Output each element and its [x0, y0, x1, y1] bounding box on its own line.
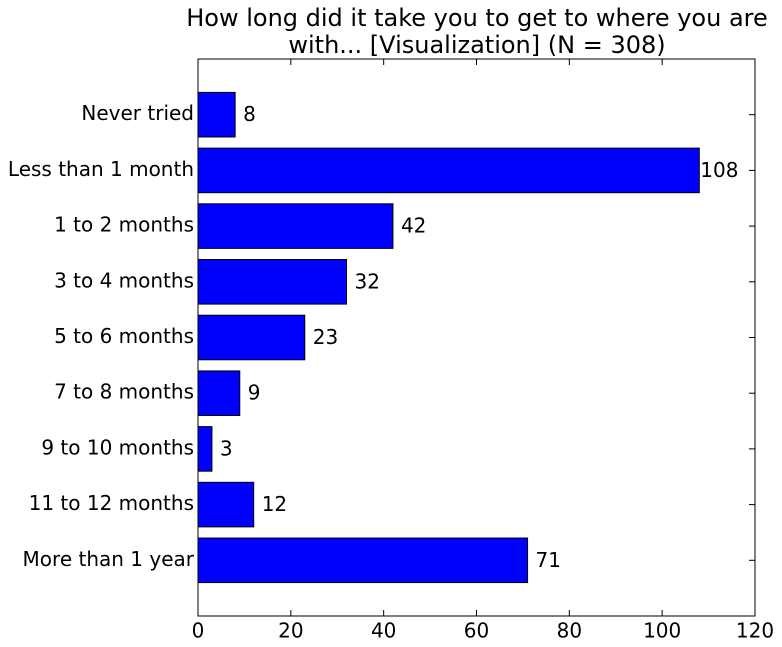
value-label: 23: [313, 325, 338, 349]
x-tick-label: 40: [371, 619, 396, 643]
plot-frame: [197, 58, 756, 617]
bar: [197, 370, 241, 416]
y-tick-label: 9 to 10 months: [41, 435, 194, 459]
bar: [197, 537, 529, 584]
bar: [197, 259, 348, 305]
y-tick-label: More than 1 year: [23, 547, 195, 571]
x-tick-label: 0: [192, 619, 205, 643]
value-label: 42: [401, 214, 426, 238]
y-tick-label: Less than 1 month: [8, 157, 194, 181]
y-tick-label: 11 to 12 months: [29, 491, 194, 515]
x-tick-label: 100: [643, 619, 681, 643]
bar: [197, 314, 306, 361]
bar: [197, 426, 213, 472]
chart-title: with... [Visualization] (N = 308): [288, 31, 665, 59]
chart-title: How long did it take you to get to where…: [186, 4, 768, 32]
value-label: 3: [220, 436, 233, 460]
value-label: 12: [262, 492, 287, 516]
y-tick-label: 1 to 2 months: [54, 213, 194, 237]
y-tick-label: 7 to 8 months: [54, 380, 194, 404]
y-tick-label: 5 to 6 months: [54, 324, 194, 348]
bar: [197, 481, 255, 528]
bar: [197, 203, 394, 249]
y-tick-label: Never tried: [81, 101, 194, 125]
value-label: 108: [700, 158, 738, 182]
value-label: 9: [248, 381, 261, 405]
x-tick-label: 20: [278, 619, 303, 643]
y-tick-label: 3 to 4 months: [54, 268, 194, 292]
bar: [197, 147, 700, 194]
x-tick-label: 80: [557, 619, 582, 643]
x-tick-label: 120: [736, 619, 774, 643]
value-label: 8: [243, 102, 256, 126]
value-label: 71: [536, 548, 561, 572]
x-tick-label: 60: [464, 619, 489, 643]
value-label: 32: [355, 269, 380, 293]
bar: [197, 91, 236, 138]
